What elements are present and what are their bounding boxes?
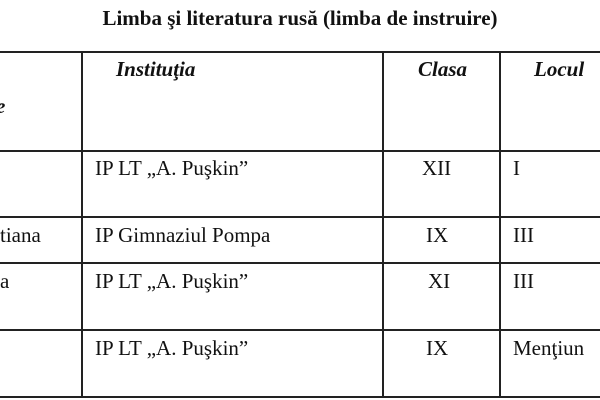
cell-institution: IP LT „A. Puşkin” <box>95 156 249 180</box>
header-class: Clasa <box>418 57 468 81</box>
row-divider <box>0 150 600 152</box>
cell-class: IX <box>426 223 449 247</box>
row-divider <box>0 329 600 331</box>
header-institution: Instituţia <box>116 57 196 81</box>
cell-place: III <box>513 223 534 247</box>
cell-institution: IP LT „A. Puşkin” <box>95 269 249 293</box>
header-name: e <box>0 94 5 119</box>
header-place: Locul <box>534 57 585 81</box>
column-divider <box>499 51 501 398</box>
column-divider <box>382 51 384 398</box>
cell-name: tiana <box>0 223 41 247</box>
cell-place: III <box>513 269 534 293</box>
row-divider <box>0 216 600 218</box>
table-border <box>0 51 600 53</box>
cell-place: I <box>513 156 520 180</box>
cell-class: XI <box>428 269 451 293</box>
cell-name: a <box>0 269 10 293</box>
cell-institution: IP LT „A. Puşkin” <box>95 336 249 360</box>
cell-class: IX <box>426 336 449 360</box>
cell-class: XII <box>422 156 452 180</box>
section-title: Limba şi literatura rusă (limba de instr… <box>102 6 498 30</box>
cell-place: Menţiun <box>513 336 585 360</box>
column-divider <box>81 51 83 398</box>
row-divider <box>0 262 600 264</box>
cell-institution: IP Gimnaziul Pompa <box>95 223 271 247</box>
table-border <box>0 396 600 398</box>
